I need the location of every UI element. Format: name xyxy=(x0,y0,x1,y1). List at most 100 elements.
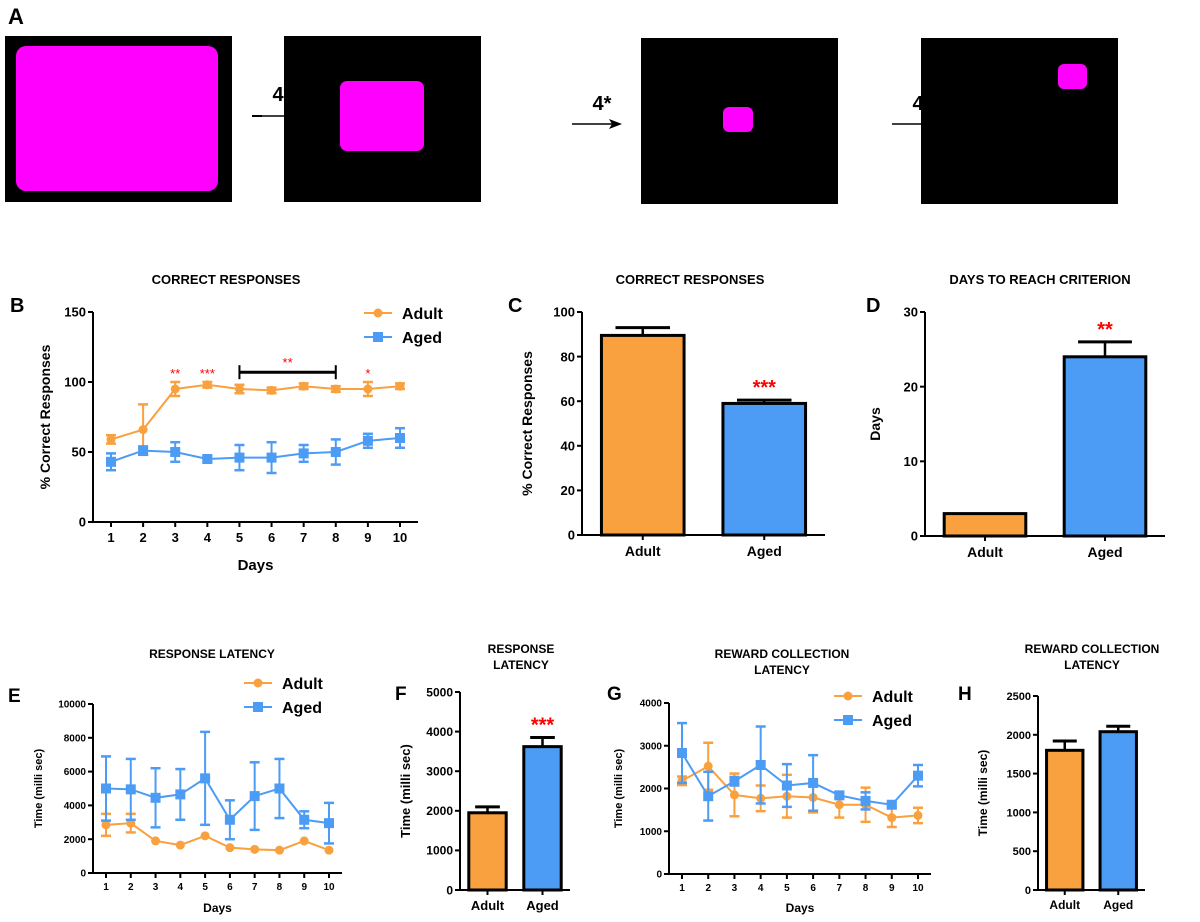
panel-label-e: E xyxy=(8,686,21,707)
x-tick-label: 4 xyxy=(178,882,184,893)
x-tick-label: 8 xyxy=(277,882,283,893)
series-line-adult xyxy=(681,765,919,819)
chart-title: CORRECT RESPONSES xyxy=(616,272,765,287)
y-tick-label: 2000 xyxy=(1007,730,1031,742)
data-point-aged xyxy=(677,748,687,759)
x-tick-label: 9 xyxy=(301,882,307,893)
data-point-aged xyxy=(834,790,845,801)
x-tick-label: 3 xyxy=(172,530,179,545)
series-line-adult xyxy=(110,383,401,441)
stimulus-target-2 xyxy=(340,81,424,151)
x-tick-label: 2 xyxy=(705,883,711,894)
x-tick-label: 10 xyxy=(393,530,407,545)
panel-label-g: G xyxy=(607,684,622,705)
legend-marker-aged xyxy=(373,332,383,342)
panel-a: A 4* 4* 4* xyxy=(5,4,1118,204)
y-tick-label: 0 xyxy=(568,528,575,543)
legend-marker-adult xyxy=(843,691,853,701)
data-point-aged xyxy=(266,452,277,463)
data-point-aged xyxy=(913,770,923,781)
data-point-aged xyxy=(224,814,235,825)
chart-title: DAYS TO REACH CRITERION xyxy=(949,272,1130,287)
series-line-aged xyxy=(681,752,919,806)
x-tick-label: 6 xyxy=(810,883,816,894)
stimulus-target-3 xyxy=(723,107,753,132)
y-tick-label: 0 xyxy=(79,515,86,530)
series-line-aged xyxy=(105,776,330,825)
data-point-adult xyxy=(395,381,405,391)
data-point-adult xyxy=(299,836,309,846)
series-line-aged xyxy=(110,437,401,463)
data-point-adult xyxy=(170,384,180,394)
stimulus-target-1 xyxy=(16,46,218,191)
data-point-adult xyxy=(106,434,116,444)
x-tick-label: Aged xyxy=(526,898,559,913)
data-point-aged xyxy=(138,445,149,456)
significance-marker: *** xyxy=(200,366,215,381)
x-tick-label: Adult xyxy=(1049,898,1080,912)
x-tick-label: 4 xyxy=(758,883,764,894)
data-point-adult xyxy=(267,385,277,395)
data-point-aged xyxy=(729,776,740,787)
data-point-aged xyxy=(298,448,309,459)
data-point-aged xyxy=(234,452,245,463)
data-point-adult xyxy=(729,790,739,800)
x-tick-label: 5 xyxy=(236,530,243,545)
panel-label-a: A xyxy=(8,4,24,29)
y-axis-label: Time (milli sec) xyxy=(33,749,45,829)
x-tick-label: Aged xyxy=(1103,898,1133,912)
data-point-aged xyxy=(200,773,211,784)
data-point-adult xyxy=(101,820,111,830)
chart-title: CORRECT RESPONSES xyxy=(152,272,301,287)
panel-d: D DAYS TO REACH CRITERION 0 10 20 30 Days Adult… xyxy=(866,272,1165,560)
data-point-aged xyxy=(362,435,373,446)
y-tick-label: 0 xyxy=(446,883,453,897)
y-tick-label: 150 xyxy=(64,305,86,320)
x-tick-label: 6 xyxy=(227,882,233,893)
chart-title: RESPONSE LATENCY xyxy=(149,647,275,661)
significance-marker: *** xyxy=(531,715,555,737)
arrow-label-2: 4* xyxy=(593,93,612,115)
x-tick-label: Adult xyxy=(471,898,505,913)
data-point-aged xyxy=(299,814,310,825)
x-tick-label: Adult xyxy=(967,544,1003,560)
panel-label-f: F xyxy=(395,684,407,705)
chart-title: REWARD COLLECTION LATENCY xyxy=(715,647,850,677)
x-tick-label: 1 xyxy=(107,530,114,545)
x-axis-label: Days xyxy=(786,901,815,915)
data-point-aged xyxy=(808,777,819,788)
x-axis-label: Days xyxy=(238,557,274,574)
bar-aged xyxy=(522,745,563,892)
panel-f: F RESPONSE LATENCY 0 1000 2000 3000 4000 5000 Tim… xyxy=(395,642,570,913)
y-tick-label: 50 xyxy=(72,445,86,460)
stimulus-target-4 xyxy=(1058,64,1087,89)
y-tick-label: 20 xyxy=(904,379,918,394)
data-point-adult xyxy=(225,843,235,853)
y-tick-label: 60 xyxy=(561,394,575,409)
y-tick-label: 3000 xyxy=(640,741,663,752)
legend-label-adult: Adult xyxy=(282,676,324,693)
bar-aged xyxy=(1098,730,1138,892)
significance-marker: ** xyxy=(170,366,180,381)
x-tick-label: 8 xyxy=(332,530,339,545)
y-tick-label: 100 xyxy=(553,305,575,320)
y-tick-label: 2000 xyxy=(426,804,453,818)
data-point-aged xyxy=(274,783,285,794)
data-point-aged xyxy=(330,447,341,457)
arrow-icon xyxy=(572,119,622,129)
data-point-adult xyxy=(274,845,284,855)
legend-marker-adult xyxy=(253,678,263,688)
y-tick-label: 80 xyxy=(561,349,575,364)
y-axis-label: Time (milli sec) xyxy=(976,750,990,836)
y-tick-label: 1000 xyxy=(640,827,663,838)
legend-label-aged: Aged xyxy=(282,700,322,717)
y-tick-label: 0 xyxy=(1025,885,1031,897)
data-point-adult xyxy=(250,844,260,854)
y-tick-label: 1000 xyxy=(1007,807,1031,819)
y-tick-label: 10 xyxy=(904,454,918,469)
y-axis-label: Time (milli sec) xyxy=(613,749,625,829)
x-tick-label: 6 xyxy=(268,530,275,545)
data-point-aged xyxy=(324,818,334,829)
bar-aged xyxy=(721,401,808,537)
legend-marker-adult xyxy=(373,308,383,318)
